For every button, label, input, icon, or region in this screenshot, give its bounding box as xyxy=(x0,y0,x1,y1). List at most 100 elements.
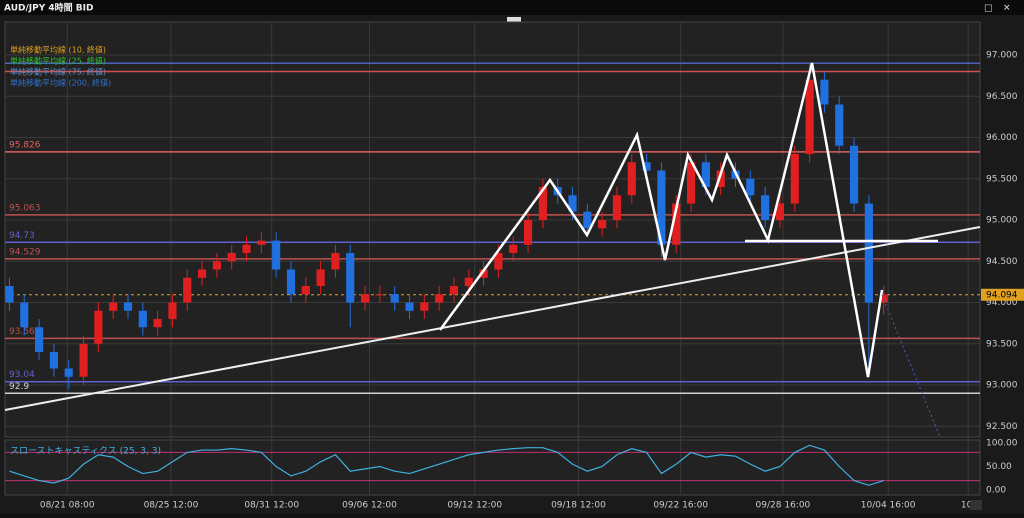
candle-body xyxy=(538,187,547,221)
level-label: 94.529 xyxy=(9,247,41,257)
level-label: 94.73 xyxy=(9,231,35,241)
candle-body xyxy=(316,269,325,287)
candle-body xyxy=(775,203,785,221)
trend-line xyxy=(4,226,981,411)
candle-body xyxy=(849,145,859,204)
candle-body xyxy=(20,302,29,328)
candle-body xyxy=(627,162,636,196)
candle-body xyxy=(360,294,370,303)
candle-body xyxy=(583,211,592,229)
candle-body xyxy=(523,220,533,245)
y-tick-label: 92.500 xyxy=(986,422,1018,432)
collapse-button[interactable] xyxy=(507,17,521,24)
candle-body xyxy=(716,170,725,188)
candle-body xyxy=(301,286,310,295)
candle-body xyxy=(701,162,710,188)
pattern-zigzag xyxy=(438,62,884,378)
level-label: 93.566 xyxy=(9,327,41,337)
candle-body xyxy=(464,277,473,287)
candle-body xyxy=(183,277,192,303)
x-tick-label: 09/18 12:00 xyxy=(551,501,606,511)
x-tick-label: 09/06 12:00 xyxy=(342,501,397,511)
candle-body xyxy=(94,310,103,344)
candle-body xyxy=(5,286,14,303)
current-price-label: 94.094 xyxy=(986,290,1018,300)
y-tick-label: 95.000 xyxy=(986,216,1018,226)
candle-body xyxy=(761,195,770,221)
candle-body xyxy=(612,195,622,221)
candle-body xyxy=(227,253,236,262)
candle-body xyxy=(346,253,355,303)
scroll-end-button[interactable] xyxy=(970,500,982,510)
candle-body xyxy=(197,269,207,278)
candle-body xyxy=(790,154,799,204)
title-bar xyxy=(0,0,1024,15)
stoch-tick-label: 100.00 xyxy=(986,439,1018,449)
x-tick-label: 09/28 16:00 xyxy=(756,501,811,511)
candle-body xyxy=(435,294,444,303)
y-tick-label: 96.500 xyxy=(986,92,1018,102)
level-label: 93.04 xyxy=(9,370,35,380)
y-tick-label: 95.500 xyxy=(986,174,1018,184)
candle-body xyxy=(820,79,829,105)
candle-body xyxy=(805,79,814,155)
candle-body xyxy=(672,203,681,245)
y-tick-label: 93.500 xyxy=(986,339,1018,349)
candle-body xyxy=(242,244,251,254)
current-price-tag xyxy=(981,288,1024,301)
x-tick-label: 08/25 12:00 xyxy=(144,501,199,511)
legend-entry: 単純移動平均線 (75, 終値) xyxy=(10,67,106,77)
level-label: 95.826 xyxy=(9,140,41,150)
candle-body xyxy=(494,253,503,270)
candle-body xyxy=(449,286,459,295)
candle-body xyxy=(79,343,88,377)
price-panel xyxy=(4,21,981,438)
candle-body xyxy=(123,302,133,311)
candle-body xyxy=(168,302,177,320)
layer: 92.500 93.000 93.500 94.000 94.500 95.000 95.5… xyxy=(5,22,1024,511)
candle-body xyxy=(479,269,488,278)
candle-body xyxy=(375,294,384,296)
candle-body xyxy=(405,302,414,311)
legend-entry: 単純移動平均線 (25, 終値) xyxy=(10,56,106,66)
x-tick-label: 08/21 08:00 xyxy=(40,501,95,511)
stoch-tick-label: 50.00 xyxy=(986,462,1012,472)
candle-body xyxy=(642,162,651,171)
x-tick-label: 08/31 12:00 xyxy=(244,501,299,511)
candle-body xyxy=(598,220,607,229)
stoch-line xyxy=(9,444,884,486)
level-label: 95.063 xyxy=(9,203,41,213)
candle-body xyxy=(509,244,518,254)
close-button[interactable]: ✕ xyxy=(1003,4,1011,14)
candle-body xyxy=(64,368,73,377)
x-tick-label: 10/04 16:00 xyxy=(861,501,916,511)
legend-entry: 単純移動平均線 (10, 終値) xyxy=(10,45,106,55)
candle-body xyxy=(138,310,147,328)
stochastic-panel xyxy=(4,439,981,496)
stoch-tick-label: 0.00 xyxy=(986,486,1006,496)
maximize-button[interactable]: □ xyxy=(984,4,993,14)
candle-body xyxy=(109,302,118,311)
legend-entry: 単純移動平均線 (200, 終値) xyxy=(10,78,111,88)
y-tick-label: 97.000 xyxy=(986,51,1018,61)
y-tick-label: 94.500 xyxy=(986,257,1018,267)
candle-body xyxy=(286,269,296,295)
candle-body xyxy=(153,319,162,328)
candle-body xyxy=(568,195,577,212)
x-tick-label: 09/22 16:00 xyxy=(653,501,708,511)
candle-body xyxy=(331,253,340,270)
level-label: 92.9 xyxy=(9,382,29,392)
candle-body xyxy=(35,327,44,353)
candle-body xyxy=(657,170,666,245)
annotations xyxy=(4,62,981,438)
stoch-title: スローストキャスティクス (25, 3, 3) xyxy=(10,446,161,457)
y-tick-label: 96.000 xyxy=(986,133,1018,143)
candle-body xyxy=(746,178,755,196)
candle-body xyxy=(864,203,873,303)
x-tick-label: 10/ xyxy=(961,501,976,511)
candle-body xyxy=(272,240,281,270)
candle-body xyxy=(879,294,888,303)
projection-line xyxy=(879,289,941,438)
